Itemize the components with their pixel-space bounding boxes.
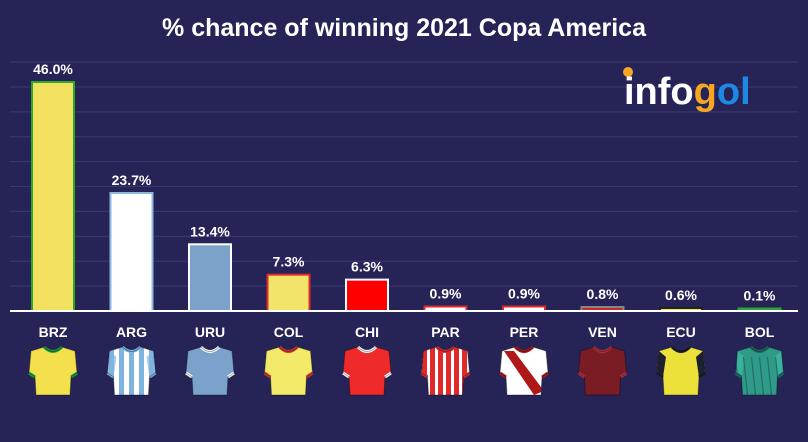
bar-col xyxy=(266,273,311,312)
brazil-shirt-icon xyxy=(28,345,78,396)
x-label-chi: CHI xyxy=(355,324,379,340)
x-label-col: COL xyxy=(274,324,304,340)
value-label-brz: 46.0% xyxy=(33,61,73,77)
x-label-bol: BOL xyxy=(745,324,775,340)
value-label-col: 7.3% xyxy=(273,254,305,270)
bolivia-shirt-icon xyxy=(734,345,785,396)
peru-shirt-icon xyxy=(499,345,549,396)
argentina-shirt-icon xyxy=(106,345,157,396)
x-label-ven: VEN xyxy=(588,324,617,340)
logo-text-info: info xyxy=(624,71,694,113)
x-label-per: PER xyxy=(510,324,539,340)
value-labels: 46.0% 23.7% 13.4% 7.3% 6.3% 0.9% 0.9% 0.8% 0.6% 0… xyxy=(33,61,776,304)
x-tick-labels: BRZ ARG URU COL CHI PAR PER VEN ECU BOL xyxy=(39,324,775,340)
uruguay-shirt-icon xyxy=(185,345,235,396)
x-label-ecu: ECU xyxy=(666,324,696,340)
x-label-uru: URU xyxy=(195,324,225,340)
value-label-per: 0.9% xyxy=(508,286,540,302)
value-label-uru: 13.4% xyxy=(190,223,230,239)
venezuela-shirt-icon xyxy=(577,345,628,396)
logo-text-g: g xyxy=(694,71,717,113)
chile-shirt-icon xyxy=(342,345,392,396)
bar-chi xyxy=(345,278,389,313)
value-label-chi: 6.3% xyxy=(351,259,383,275)
ecuador-shirt-icon xyxy=(656,345,706,396)
value-label-bol: 0.1% xyxy=(744,288,776,304)
bars xyxy=(31,81,782,313)
logo-text-ol: ol xyxy=(717,71,751,113)
bar-uru xyxy=(188,243,232,312)
colombia-shirt-icon xyxy=(263,345,314,396)
value-label-par: 0.9% xyxy=(430,286,462,302)
svg-text:infogol: infogol xyxy=(624,71,751,113)
chart-title: % chance of winning 2021 Copa America xyxy=(162,14,646,42)
team-shirts xyxy=(28,345,785,396)
value-label-ven: 0.8% xyxy=(587,286,619,302)
bar-brz xyxy=(31,81,75,312)
x-label-brz: BRZ xyxy=(39,324,68,340)
bar-arg xyxy=(109,192,154,312)
value-label-ecu: 0.6% xyxy=(665,287,697,303)
ball-icon xyxy=(623,67,633,77)
x-label-arg: ARG xyxy=(116,324,147,340)
paraguay-shirt-icon xyxy=(420,345,471,396)
infogol-logo: infogol xyxy=(623,67,751,113)
value-label-arg: 23.7% xyxy=(112,172,152,188)
x-label-par: PAR xyxy=(431,324,460,340)
